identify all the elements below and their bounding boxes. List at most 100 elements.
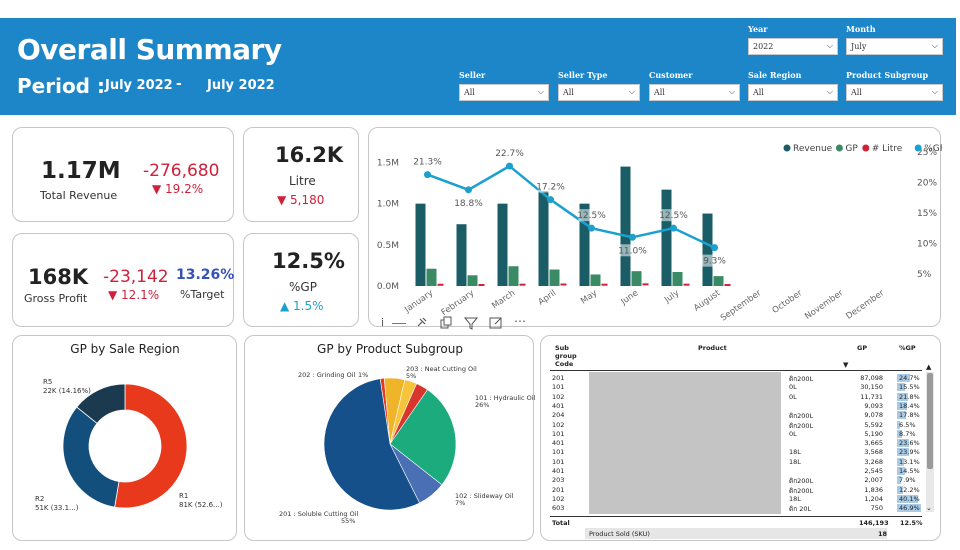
slicer-sale-region-label: Sale Region — [748, 70, 802, 80]
chevron-down-icon: ⌵ — [931, 41, 938, 50]
cell-subgroup-code: 102 — [552, 392, 565, 401]
period-separator: - — [176, 76, 182, 92]
table-row[interactable]: 101 0L 30,150 15.5% — [541, 383, 931, 392]
slicer-year-label: Year — [748, 24, 768, 34]
card-total-revenue[interactable]: 1.17M Total Revenue -276,680 ▼ 19.2% — [12, 127, 234, 222]
table-row[interactable]: 101 0L 5,190 8.7% — [541, 429, 931, 439]
info-icon[interactable]: i — [381, 316, 385, 329]
total-label: Total — [552, 519, 570, 527]
kpi-gp-label: Gross Profit — [24, 292, 88, 305]
table-row[interactable]: 102 18L 1,204 40.1% — [541, 494, 931, 504]
pin-icon[interactable] — [414, 316, 428, 330]
table-scroll-thumb[interactable] — [927, 373, 933, 469]
cell-subgroup-code: 101 — [552, 457, 565, 466]
bar-litre — [560, 283, 567, 286]
slicer-product-subgroup: Product Subgroup All ⌵ — [846, 70, 943, 101]
filter-icon[interactable] — [464, 316, 478, 330]
table-row[interactable]: 204 ดิก200L 9,078 17.8% — [541, 411, 931, 420]
cell-gp-pct: 6.5% — [899, 420, 916, 429]
pie-slice — [323, 378, 420, 511]
point-gp-pct — [506, 162, 513, 170]
card-monthly-chart: 0.0M 0.5M 1.0M 1.5M 5% 10% 15% 20% 25% Revenue GP #… — [368, 127, 946, 327]
kpi-gp-pct-label: %GP — [289, 280, 317, 294]
donut-slice — [76, 383, 126, 424]
cell-gp: 3,268 — [864, 457, 883, 466]
data-label: 12.5% — [659, 211, 688, 221]
data-label: 12.5% — [577, 211, 606, 221]
slice-label: 102 : Slideway Oil — [455, 492, 514, 500]
chart-title: GP by Sale Region — [70, 342, 179, 356]
cell-gp: 3,568 — [864, 448, 883, 457]
slice-label: 51K (33.1...) — [35, 504, 79, 512]
col-header-gp[interactable]: GP — [857, 344, 868, 352]
cell-subgroup-code: 201 — [552, 374, 565, 382]
card-litre[interactable]: 16.2K Litre ▼ 5,180 — [243, 127, 359, 222]
table-row[interactable]: 101 18L 3,268 13.1% — [541, 457, 931, 467]
cell-product: ดิก200L — [789, 375, 814, 383]
card-gp-pct[interactable]: 12.5% %GP ▲ 1.5% — [243, 233, 359, 327]
table-row[interactable]: 201 ดิก200L 87,098 24.7% — [541, 374, 931, 383]
table-row[interactable]: 401 9,093 18.4% — [541, 401, 931, 411]
customer-dropdown[interactable]: All ⌵ — [649, 84, 740, 101]
year-dropdown[interactable]: 2022 ⌵ — [748, 38, 838, 55]
col-header-product[interactable]: Product — [698, 344, 727, 352]
kpi-target-label: %Target — [180, 288, 225, 301]
gp-pct-databar — [897, 439, 910, 448]
chevron-down-icon: ⌵ — [537, 87, 544, 96]
seller-dropdown[interactable]: All ⌵ — [459, 84, 549, 101]
cell-product: 18L — [789, 457, 801, 466]
cell-gp: 9,093 — [864, 401, 883, 410]
col-header-gp-pct[interactable]: %GP — [899, 344, 916, 352]
data-label-bg — [455, 196, 482, 209]
copy-icon[interactable] — [439, 316, 453, 330]
scroll-up-icon[interactable]: ▲ — [926, 363, 932, 371]
table-row[interactable]: 401 2,545 14.5% — [541, 467, 931, 476]
gp-pct-databar — [897, 383, 906, 392]
product-subgroup-dropdown[interactable]: All ⌵ — [846, 84, 943, 101]
table-row[interactable]: 603 ดิก 20L 750 46.9% — [541, 504, 931, 513]
cell-gp-pct: 40.1% — [899, 494, 920, 503]
cell-product: 18L — [789, 448, 801, 457]
y-tick-label: 1.0M — [377, 200, 399, 210]
more-options-icon[interactable]: ⋯ — [514, 314, 526, 328]
sale-region-dropdown[interactable]: All ⌵ — [748, 84, 838, 101]
card-gross-profit[interactable]: 168K Gross Profit -23,142 ▼ 12.1% 13.26%… — [12, 233, 234, 327]
sale-region-value: All — [753, 88, 764, 97]
bar-gp — [672, 272, 683, 286]
table-row[interactable]: 203 ดิก200L 2,007 7.9% — [541, 476, 931, 485]
x-tick-label: June — [618, 288, 640, 307]
x-tick-label: August — [692, 288, 723, 314]
cell-gp-pct: 23.6% — [899, 439, 920, 448]
divider — [392, 323, 406, 324]
cell-gp: 5,592 — [864, 420, 883, 429]
cell-subgroup-code: 101 — [552, 383, 565, 392]
slice-pct: 26% — [475, 401, 489, 409]
seller-type-dropdown[interactable]: All ⌵ — [558, 84, 640, 101]
bar-revenue — [538, 191, 549, 286]
cell-subgroup-code: 102 — [552, 494, 565, 503]
y2-tick-label: 15% — [917, 209, 937, 219]
seller-value: All — [464, 88, 475, 97]
table-row[interactable]: 102 ดิก200L 5,592 6.5% — [541, 420, 931, 430]
col-header-subgroup[interactable]: Sub group Code — [555, 344, 577, 368]
table-row[interactable]: 102 0L 11,731 21.8% — [541, 392, 931, 402]
table-row[interactable]: 101 18L 3,568 23.9% — [541, 448, 931, 457]
focus-mode-icon[interactable] — [489, 316, 503, 330]
bar-gp — [426, 268, 437, 286]
sort-desc-icon[interactable]: ▼ — [843, 361, 849, 369]
kpi-gp-delta-pct: ▼ 12.1% — [108, 288, 160, 302]
cell-gp-pct: 7.9% — [899, 476, 916, 485]
cell-gp: 1,204 — [864, 494, 883, 503]
cell-product: ดิก200L — [789, 477, 814, 486]
gp-pct-databar — [897, 374, 910, 382]
table-row[interactable]: 401 3,665 23.6% — [541, 439, 931, 448]
cell-product: 0L — [789, 383, 797, 392]
table-row[interactable]: 201 ดิก200L 1,836 12.2% — [541, 485, 931, 495]
kpi-litre-delta: ▼ 5,180 — [277, 193, 325, 207]
cell-gp-pct: 18.4% — [899, 401, 920, 410]
scroll-down-icon[interactable]: ⌄ — [926, 504, 932, 512]
month-dropdown[interactable]: July ⌵ — [846, 38, 943, 55]
slice-label: 201 : Soluble Cutting Oil — [279, 510, 359, 518]
data-label: 9.3% — [703, 257, 726, 267]
slice-pct: 5% — [406, 372, 416, 380]
